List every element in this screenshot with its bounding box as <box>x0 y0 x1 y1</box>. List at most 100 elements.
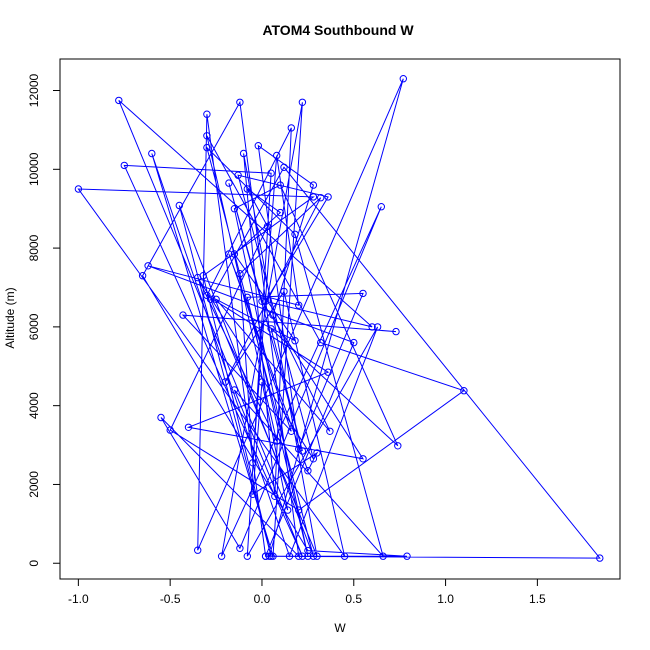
data-point <box>267 552 275 560</box>
x-axis: -1.0 -0.5 0.0 0.5 1.0 1.5 <box>68 579 546 606</box>
data-point <box>276 208 284 217</box>
data-point <box>230 205 239 213</box>
data-point <box>298 552 307 560</box>
data-point <box>313 449 321 457</box>
data-point <box>317 338 325 347</box>
y-tick-label: 0 <box>27 560 41 567</box>
y-axis: 0 2000 4000 6000 8000 10000 12000 <box>27 74 60 567</box>
data-point <box>309 193 318 201</box>
data-point <box>399 75 407 83</box>
data-point <box>284 506 292 514</box>
y-tick-label: 2000 <box>27 471 41 498</box>
data-point <box>295 506 303 514</box>
data-point <box>194 546 202 554</box>
data-point <box>263 222 272 231</box>
data-point <box>287 124 295 132</box>
data-point <box>326 427 334 435</box>
data-point <box>280 163 288 172</box>
data-point <box>269 552 277 560</box>
data-point <box>138 272 147 280</box>
x-tick-label: 1.0 <box>437 592 454 606</box>
data-point <box>230 386 239 394</box>
data-point <box>221 378 229 386</box>
data-point <box>298 98 307 107</box>
data-point <box>175 201 184 210</box>
data-point <box>359 289 367 298</box>
data-point <box>203 143 211 152</box>
data-point <box>460 387 468 395</box>
data-point <box>148 149 156 158</box>
data-point <box>403 552 411 560</box>
data-point <box>254 142 262 150</box>
data-point <box>261 297 270 305</box>
x-tick-label: 0.0 <box>254 592 271 606</box>
data-point <box>309 552 318 560</box>
data-point <box>304 546 312 555</box>
data-point <box>179 311 187 319</box>
data-point <box>295 445 303 453</box>
data-point <box>379 552 387 560</box>
plot-frame <box>59 58 621 580</box>
data-point <box>273 151 281 160</box>
data-point <box>291 230 299 239</box>
data-point <box>258 297 266 305</box>
data-point <box>230 250 239 258</box>
data-point <box>280 287 288 296</box>
y-tick-label: 8000 <box>27 234 41 261</box>
data-point <box>184 423 193 431</box>
data-point <box>285 552 294 560</box>
x-tick-label: 0.5 <box>345 592 362 606</box>
y-tick-label: 4000 <box>27 392 41 419</box>
data-point <box>243 185 252 193</box>
x-tick-label: -0.5 <box>160 592 181 606</box>
data-point <box>225 179 233 187</box>
data-point <box>340 552 349 560</box>
data-point <box>267 169 275 177</box>
data-point <box>269 311 277 319</box>
data-point <box>313 552 321 560</box>
data-point <box>324 368 332 376</box>
series-points <box>74 75 604 562</box>
data-point <box>243 552 252 560</box>
data-point <box>309 181 318 189</box>
data-point <box>203 291 211 300</box>
x-axis-title: W <box>334 621 346 635</box>
y-tick-label: 6000 <box>27 313 41 340</box>
data-point <box>295 552 303 560</box>
data-point <box>120 161 129 170</box>
data-point <box>249 490 257 498</box>
data-point <box>203 132 211 140</box>
data-point <box>267 325 275 333</box>
data-point <box>225 250 233 258</box>
data-point <box>74 185 83 193</box>
data-point <box>392 327 400 336</box>
data-point <box>295 301 303 309</box>
data-point <box>206 295 215 303</box>
data-point <box>271 492 279 500</box>
data-point <box>394 442 402 450</box>
data-point <box>298 447 307 455</box>
y-tick-label: 12000 <box>27 74 41 108</box>
x-tick-label: 1.5 <box>529 592 546 606</box>
series-line <box>77 78 601 559</box>
data-point <box>194 273 202 282</box>
data-point <box>236 98 244 107</box>
data-point <box>373 323 382 331</box>
data-point <box>309 455 318 463</box>
data-point <box>258 378 266 386</box>
data-point <box>291 337 299 345</box>
data-point <box>234 171 242 179</box>
data-point <box>236 544 244 552</box>
data-point <box>350 338 358 347</box>
data-point <box>596 554 604 562</box>
y-axis-title: Altitude (m) <box>3 287 17 348</box>
data-point <box>287 427 295 435</box>
data-point <box>377 203 385 211</box>
data-point <box>115 96 123 105</box>
data-point <box>276 181 284 189</box>
data-point <box>324 193 332 201</box>
data-point <box>144 262 152 270</box>
data-point <box>239 149 248 158</box>
data-point <box>261 552 270 560</box>
